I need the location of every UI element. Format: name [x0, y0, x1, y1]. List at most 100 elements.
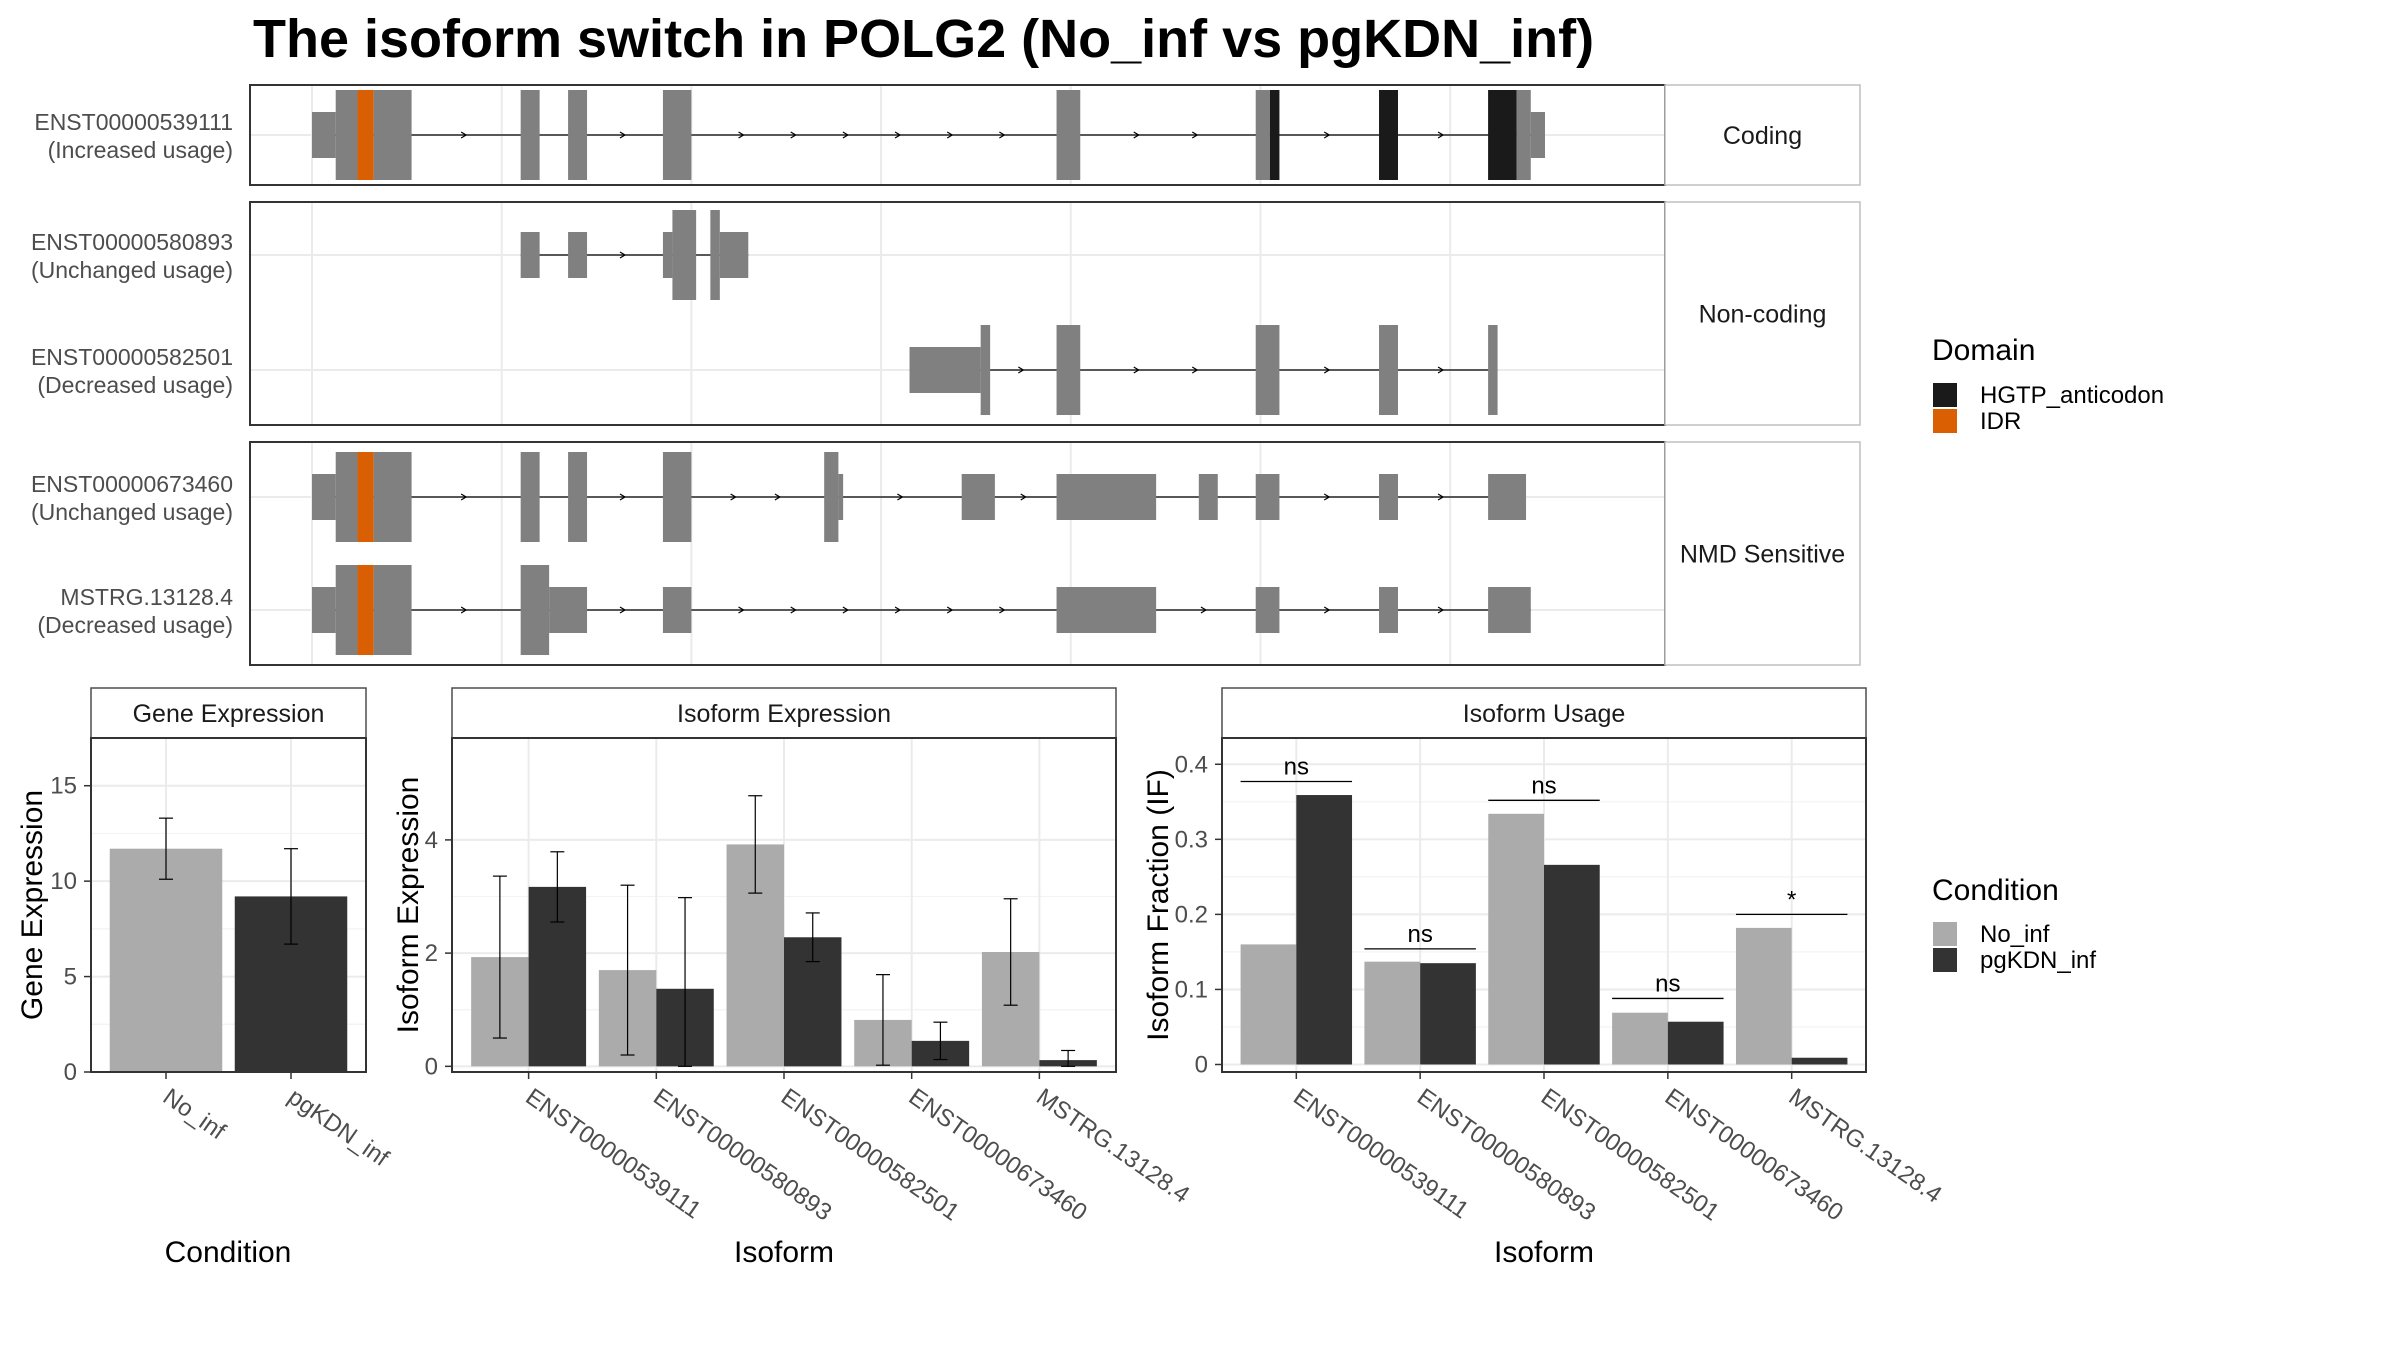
transcript-enst00000580893: ENST00000580893(Unchanged usage): [31, 210, 749, 300]
exon-utr: [1488, 587, 1531, 633]
panel-strip: [451, 687, 1117, 739]
bar-chart-3: Isoform Usagensnsnsns*00.10.20.30.4ENST0…: [1142, 687, 1947, 1269]
bar: [1488, 813, 1544, 1065]
intron-arrow: [1133, 366, 1140, 374]
exon-coding: [662, 90, 692, 180]
panel-strip: [1221, 687, 1867, 739]
exon-coding: [710, 210, 720, 300]
exon-coding: [335, 452, 358, 542]
exon-utr: [1488, 474, 1527, 520]
bar: [1296, 795, 1353, 1065]
panel-strip: [90, 687, 367, 739]
intron-arrow: [999, 131, 1006, 139]
structure-strip: [1664, 441, 1861, 666]
intron-arrow: [619, 251, 627, 259]
y-tick-label: 2: [425, 940, 438, 967]
y-tick-label: 0.4: [1175, 751, 1208, 778]
hgtp-anticodon-domain: [1488, 90, 1517, 180]
intron-arrow: [790, 131, 797, 139]
legend-swatch: [1933, 948, 1957, 972]
transcript-usage-label: (Increased usage): [48, 137, 233, 163]
bar: [1544, 864, 1600, 1065]
exon-coding: [672, 210, 697, 300]
exon-utr: [838, 474, 844, 520]
legend-swatch: [1933, 409, 1957, 433]
transcript-id-label: ENST00000673460: [31, 471, 233, 497]
transcript-usage-label: (Decreased usage): [37, 612, 233, 638]
intron-arrow: [790, 606, 797, 614]
intron-arrow: [1437, 131, 1445, 139]
y-tick-label: 0: [425, 1053, 438, 1080]
intron-arrow: [1018, 366, 1025, 374]
exon-coding: [520, 565, 550, 655]
intron-arrow: [897, 493, 904, 501]
intron-arrow: [1323, 366, 1331, 374]
exon-utr: [662, 587, 692, 633]
bar: [1240, 944, 1297, 1065]
idr-domain: [357, 90, 374, 180]
exon-coding: [1488, 325, 1498, 415]
exon-coding: [520, 90, 540, 180]
legend-label: IDR: [1980, 408, 2021, 435]
intron-arrow: [460, 131, 468, 139]
intron-arrow: [1437, 493, 1445, 501]
exon-utr: [568, 232, 588, 278]
significance-label: ns: [1284, 754, 1309, 781]
panel-strip-title: Gene Expression: [133, 700, 325, 728]
exon-utr: [312, 112, 336, 158]
structure-strip-label: Coding: [1723, 122, 1802, 150]
figure-title: The isoform switch in POLG2 (No_inf vs p…: [253, 9, 1594, 69]
exon-utr: [1530, 112, 1545, 158]
structure-panel-3: ENST00000673460(Unchanged usage) MSTRG.13…: [31, 441, 1861, 666]
exon-coding: [520, 452, 540, 542]
intron-arrow: [619, 493, 627, 501]
exon-utr: [1255, 587, 1280, 633]
exon-coding: [662, 452, 692, 542]
bar: [1364, 961, 1421, 1065]
intron-arrow: [460, 493, 468, 501]
exon-coding: [1255, 90, 1270, 180]
transcript-usage-label: (Decreased usage): [37, 372, 233, 398]
condition-legend-title: Condition: [1932, 874, 2059, 907]
bar-chart-1: Gene Expression 0 5 10 15 No_inf pgKDN_inf Cond…: [16, 687, 394, 1269]
legend-label: pgKDN_inf: [1980, 947, 2096, 974]
bar: [1612, 1012, 1668, 1065]
exon-utr: [719, 232, 749, 278]
structure-strip-label: NMD Sensitive: [1680, 541, 1845, 569]
idr-domain: [357, 565, 374, 655]
exon-coding: [568, 452, 588, 542]
intron-arrow: [946, 131, 954, 139]
structure-panel-2: ENST00000580893(Unchanged usage)ENST0000…: [31, 201, 1861, 426]
exon-coding: [568, 90, 588, 180]
legend-swatch: [1933, 922, 1957, 946]
bar: [1667, 1021, 1724, 1065]
transcript-structure-panels: ENST00000539111(Increased usage) CodingEN…: [31, 84, 1861, 666]
exon-utr: [549, 587, 588, 633]
intron-arrow: [1200, 606, 1208, 614]
intron-arrow: [1323, 606, 1331, 614]
intron-arrow: [842, 606, 850, 614]
structure-strip-label: Non-coding: [1699, 301, 1827, 329]
bar-chart-2: Isoform Expression024ENST00000539111ENST…: [392, 687, 1194, 1269]
exon-utr: [1379, 587, 1398, 633]
plot-border: [90, 737, 367, 1073]
legend-swatch: [1933, 383, 1957, 407]
significance-label: ns: [1655, 970, 1680, 997]
intron-arrow: [1191, 131, 1199, 139]
intron-arrow: [774, 493, 782, 501]
y-axis-title: Isoform Fraction (IF): [1142, 769, 1175, 1041]
y-tick-label: 0: [64, 1059, 77, 1086]
y-tick-label: 0.2: [1175, 901, 1208, 928]
bar: [109, 848, 223, 1072]
structure-panel-1: ENST00000539111(Increased usage) Coding: [34, 84, 1861, 186]
exon-utr: [312, 587, 336, 633]
exon-utr: [312, 474, 336, 520]
intron-arrow: [1133, 131, 1140, 139]
hgtp-anticodon-domain: [1269, 90, 1280, 180]
transcript-id-label: ENST00000580893: [31, 229, 233, 255]
exon-coding: [1516, 90, 1531, 180]
y-axis-title: Isoform Expression: [392, 777, 425, 1034]
domain-legend-title: Domain: [1932, 334, 2035, 367]
x-tick-label: pgKDN_inf: [283, 1083, 394, 1172]
